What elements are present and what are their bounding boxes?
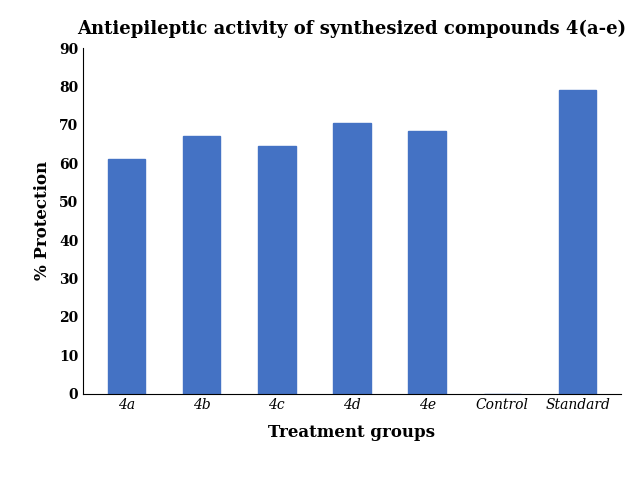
Bar [559,90,596,394]
Bar [108,159,145,394]
Y-axis label: % Protection: % Protection [34,161,51,280]
X-axis label: Treatment groups: Treatment groups [269,423,435,441]
Bar [183,136,220,394]
Bar [408,131,446,394]
Title: Antiepileptic activity of synthesized compounds 4(a-e): Antiepileptic activity of synthesized co… [77,20,627,38]
Bar [258,146,296,394]
Bar [333,123,371,394]
